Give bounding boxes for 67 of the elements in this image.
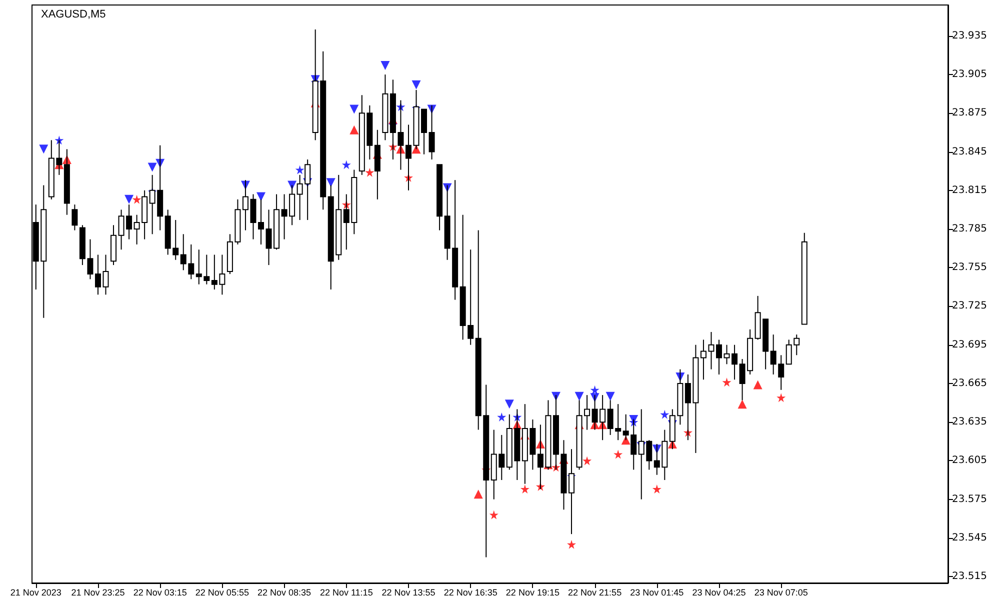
- point: [350, 104, 359, 114]
- y-tick-label: 23.935: [952, 30, 987, 42]
- y-tick-label: 23.665: [952, 378, 987, 389]
- point: [365, 168, 374, 177]
- x-tick-label: 22 Nov 05:55: [195, 588, 249, 598]
- y-tick-label: 23.605: [952, 455, 987, 466]
- point: [148, 162, 157, 172]
- x-tick-label: 22 Nov 21:55: [568, 588, 622, 598]
- point: [474, 490, 483, 499]
- point: [39, 144, 48, 154]
- y-tick-label: 23.725: [952, 300, 987, 312]
- point: [582, 456, 592, 466]
- x-tick-label: 21 Nov 2023: [10, 588, 62, 598]
- point: [380, 61, 390, 70]
- point: [326, 178, 336, 188]
- point: [412, 80, 421, 90]
- y-tick-label: 23.515: [952, 571, 987, 582]
- x-tick-label: 22 Nov 16:35: [444, 588, 498, 598]
- y-tick-label: 23.845: [952, 146, 987, 158]
- point: [295, 165, 304, 174]
- point: [504, 400, 514, 409]
- point: [124, 194, 134, 204]
- y-tick-label: 23.785: [952, 223, 987, 234]
- point: [753, 380, 762, 390]
- y-tick-label: 23.575: [952, 494, 987, 505]
- point: [497, 412, 506, 422]
- x-tick-label: 22 Nov 13:55: [382, 588, 436, 598]
- x-tick-label: 21 Nov 23:25: [71, 588, 125, 598]
- point: [660, 410, 670, 419]
- point: [342, 160, 351, 170]
- point: [489, 510, 498, 520]
- x-tick-label: 22 Nov 19:15: [506, 588, 560, 598]
- point: [520, 484, 530, 494]
- point: [738, 400, 747, 409]
- point: [652, 484, 662, 494]
- point: [54, 136, 64, 145]
- y-tick-label: 23.875: [952, 108, 987, 119]
- x-tick-label: 22 Nov 08:35: [258, 588, 312, 598]
- x-tick-label: 22 Nov 11:15: [320, 588, 373, 598]
- x-tick-label: 23 Nov 01:45: [630, 588, 684, 598]
- candlestick: [405, 124, 412, 191]
- y-tick-label: 23.545: [952, 532, 987, 544]
- point: [574, 392, 584, 401]
- x-tick-label: 23 Nov 04:25: [692, 588, 746, 598]
- y-tick-label: 23.635: [952, 416, 987, 428]
- point: [606, 392, 615, 401]
- point: [132, 194, 142, 204]
- point: [614, 450, 623, 459]
- candlestick: [568, 448, 575, 535]
- point: [590, 385, 600, 394]
- point: [350, 125, 359, 134]
- y-tick-label: 23.755: [952, 262, 987, 274]
- y-tick-label: 23.815: [952, 184, 987, 196]
- point: [567, 540, 576, 549]
- point: [256, 192, 266, 202]
- x-tick-label: 22 Nov 03:15: [133, 588, 187, 598]
- x-tick-label: 23 Nov 07:05: [754, 588, 808, 598]
- point: [412, 144, 421, 154]
- point: [776, 393, 786, 402]
- candlestick: [72, 204, 78, 231]
- y-tick-label: 23.905: [952, 69, 987, 80]
- candlestick: [716, 339, 722, 375]
- point: [722, 378, 732, 387]
- y-tick-label: 23.695: [952, 339, 987, 350]
- candlestick: [428, 104, 435, 160]
- point: [288, 180, 297, 190]
- chart-title: XAGUSD,M5: [41, 8, 106, 20]
